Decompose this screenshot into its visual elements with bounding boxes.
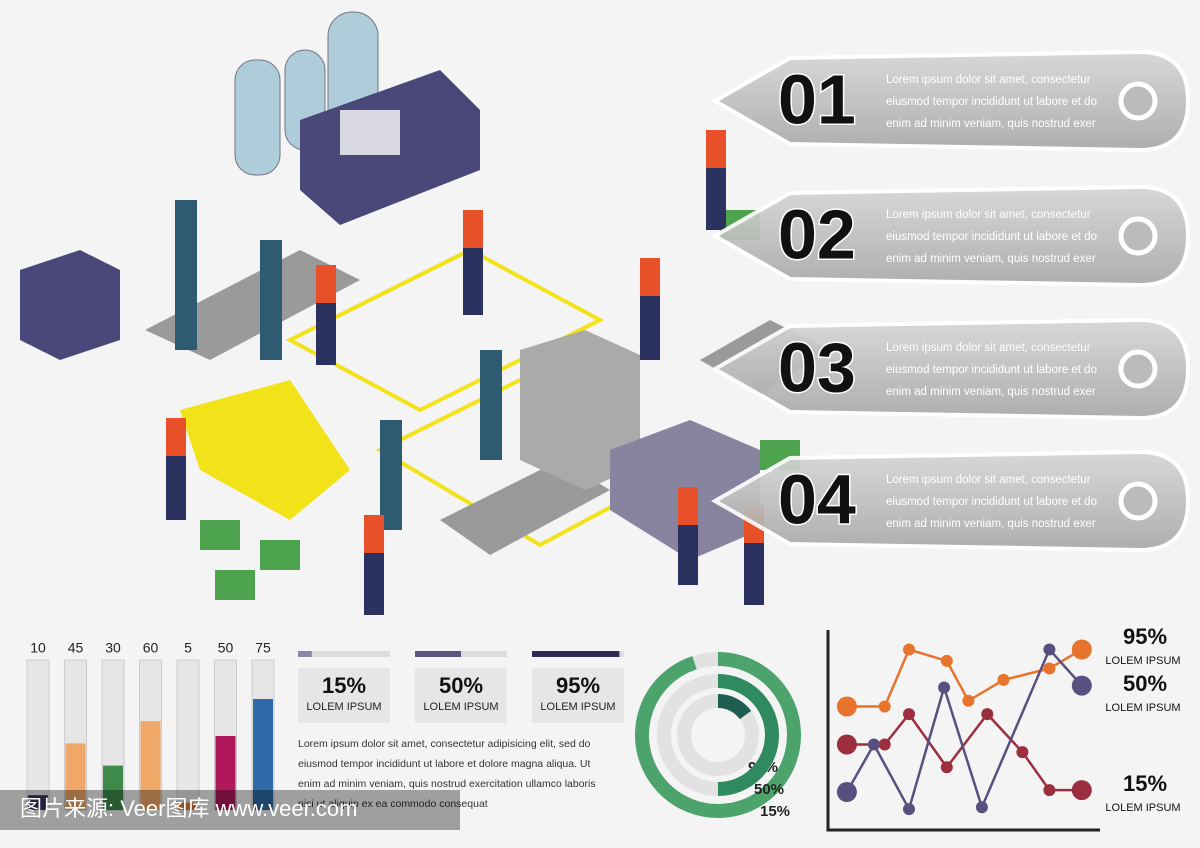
bar [178,802,198,810]
line-point [938,681,951,694]
line-point [1043,643,1056,656]
line-point [997,673,1010,686]
line-point [975,801,988,814]
line-point [962,694,975,707]
line-point [1043,784,1056,797]
step-text: eiusmod tempor incididunt ut labore et d… [886,496,1097,508]
step-text: enim ad minim veniam, quis nostrud exer [886,118,1096,130]
step-text: eiusmod tempor incididunt ut labore et d… [886,96,1097,108]
line-point [1071,639,1092,660]
line-point [836,696,857,717]
donut-label: 15% [760,803,790,820]
step-text: eiusmod tempor incididunt ut labore et d… [886,231,1097,243]
bar [28,795,48,810]
line-label-value: 95% [1123,624,1167,649]
bar-label: 75 [255,640,271,656]
line-point [1071,780,1092,801]
step-text: enim ad minim veniam, quis nostrud exer [886,253,1096,265]
progress-box [415,668,507,723]
progress-bar [415,651,461,657]
progress-bar [532,651,620,657]
step-hole [1118,81,1158,121]
step-text: Lorem ipsum dolor sit amet, consectetur [886,74,1091,86]
line-point [867,738,880,751]
progress-bar [298,651,312,657]
line-label-caption: LOLEM IPSUM [1105,702,1180,714]
step-text: Lorem ipsum dolor sit amet, consectetur [886,209,1091,221]
line [846,712,1082,792]
step-text: enim ad minim veniam, quis nostrud exer [886,386,1096,398]
line-point [903,708,915,721]
line-point [903,803,915,816]
paragraph-line: Lorem ipsum dolor sit amet, consectetur … [298,738,591,750]
bar [215,736,236,810]
progress-box [298,668,390,723]
watermark: 图片来源: Veer图库 www.veer.com [20,796,357,821]
line-point [1071,675,1092,696]
bar-label: 60 [143,640,159,656]
step-text: Lorem ipsum dolor sit amet, consectetur [886,342,1091,354]
progress-value: 15% [322,673,366,698]
bar [140,721,161,810]
bar [253,699,273,810]
bar-label: 5 [184,640,192,656]
bar [65,743,86,810]
bar [103,765,123,810]
progress-caption: LOLEM IPSUM [540,701,615,713]
line-point [836,734,857,755]
bar-label: 30 [105,640,121,656]
paragraph-line: enim ad minim veniam, quis nostrud exerc… [298,778,596,790]
bar-track [176,659,200,811]
line-point [878,738,891,751]
step-tag [710,49,1191,153]
step-tag [710,449,1191,553]
paragraph-line: eiusmod tempor incididunt ut labore et d… [298,758,591,770]
bar-track [26,659,50,811]
donut-arc [717,694,752,720]
bar-label: 45 [68,640,84,656]
factory-illustration [20,11,830,615]
progress-caption: LOLEM IPSUM [306,701,381,713]
line-point [1016,746,1029,759]
axis [826,630,1100,832]
donut-label: 50% [754,781,784,798]
donut-arc [635,652,801,818]
progress-track [298,651,390,657]
step-tag [710,317,1191,421]
progress-value: 95% [556,673,600,698]
paragraph-line: nisi ut aliquip ex ea commodo consequat [298,798,488,810]
line-label-value: 50% [1123,671,1167,696]
line-label-caption: LOLEM IPSUM [1105,802,1180,814]
step-text: Lorem ipsum dolor sit amet, consectetur [886,474,1091,486]
line-point [903,643,915,656]
line-point [878,700,891,713]
progress-box [532,668,624,723]
step-hole [1118,349,1158,389]
progress-value: 50% [439,673,483,698]
line-point [1043,662,1056,675]
bar-label: 10 [30,640,46,656]
step-text: enim ad minim veniam, quis nostrud exer [886,518,1096,530]
step-hole [1118,481,1158,521]
step-number: 03 [778,328,856,406]
step-text: eiusmod tempor incididunt ut labore et d… [886,364,1097,376]
bar-label: 50 [218,640,234,656]
line-point [940,761,953,774]
step-number: 01 [778,60,856,138]
step-number: 04 [778,460,856,538]
line-label-value: 15% [1123,771,1167,796]
step-hole [1118,216,1158,256]
line-label-caption: LOLEM IPSUM [1105,655,1180,667]
donut-arc [717,674,779,796]
line-point [836,782,857,802]
line-point [940,654,953,667]
watermark-band [0,790,460,830]
progress-caption: LOLEM IPSUM [423,701,498,713]
line-point [981,708,994,721]
step-number: 02 [778,195,856,273]
step-tag [710,184,1191,288]
